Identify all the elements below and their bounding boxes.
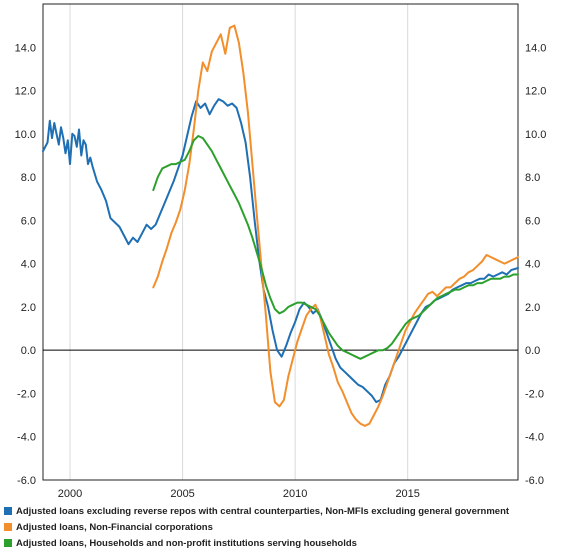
- y-tick-label-left: -4.0: [17, 432, 36, 444]
- y-axis-left: 14.0 12.0 10.0 8.0 6.0 4.0 2.0 0.0 -2.0 -4.0 -6.0: [15, 42, 36, 487]
- y-tick-label-right: -2.0: [525, 388, 544, 400]
- y-tick-label-left: 6.0: [21, 215, 36, 227]
- x-axis: 2000 2005 2010 2015: [58, 488, 420, 500]
- y-tick-label-left: 2.0: [21, 302, 36, 314]
- y-tick-label-right: 14.0: [525, 42, 546, 54]
- y-tick-label-right: 0.0: [525, 345, 540, 357]
- legend-item-non-financial-corporations[interactable]: Adjusted loans, Non-Financial corporatio…: [4, 519, 564, 535]
- y-tick-label-right: 8.0: [525, 172, 540, 184]
- x-tick-label: 2015: [395, 488, 419, 500]
- y-tick-label-left: 4.0: [21, 259, 36, 271]
- gridlines: [69, 4, 409, 480]
- y-tick-label-right: 12.0: [525, 86, 546, 98]
- line-chart: 14.012.010.08.06.04.02.00.0-2.0-4.0-6.0 …: [15, 3, 546, 500]
- y-tick-label-left: 12.0: [15, 86, 36, 98]
- x-tick-label: 2000: [58, 488, 82, 500]
- y-axis-right: 14.0 12.0 10.0 8.0 6.0 4.0 2.0 0.0 -2.0 -4.0 -6.0: [525, 42, 546, 487]
- y-tick-label-right: 2.0: [525, 302, 540, 314]
- y-tick-label-right: -4.0: [525, 432, 544, 444]
- legend-label: Adjusted loans excluding reverse repos w…: [16, 505, 510, 517]
- series-line-non-financial-corporations: [152, 24, 519, 427]
- y-tick-label-right: 10.0: [525, 129, 546, 141]
- series-line-total-loans: [42, 98, 519, 404]
- y-tick-label-left: 8.0: [21, 172, 36, 184]
- x-tick-label: 2005: [170, 488, 194, 500]
- series-line-households: [152, 135, 519, 360]
- legend-swatch: [4, 523, 12, 531]
- y-tick-label-right: 4.0: [525, 259, 540, 271]
- x-tick-label: 2010: [283, 488, 307, 500]
- y-tick-label-right: -6.0: [525, 475, 544, 487]
- legend-label: Adjusted loans, Non-Financial corporatio…: [16, 521, 213, 533]
- legend-swatch: [4, 507, 12, 515]
- legend-item-total-loans[interactable]: Adjusted loans excluding reverse repos w…: [4, 503, 564, 519]
- legend-label: Adjusted loans, Households and non-profi…: [16, 537, 357, 549]
- y-tick-label-left: 0.0: [21, 345, 36, 357]
- y-tick-label-left: -6.0: [17, 475, 36, 487]
- legend-swatch: [4, 539, 12, 547]
- plot-frame: [42, 3, 519, 481]
- y-tick-label-left: 14.0: [15, 42, 36, 54]
- series-lines: [42, 24, 519, 427]
- y-tick-label-left: 10.0: [15, 129, 36, 141]
- legend: Adjusted loans excluding reverse repos w…: [4, 503, 564, 551]
- y-tick-label-left: -2.0: [17, 388, 36, 400]
- y-tick-label-right: 6.0: [525, 215, 540, 227]
- legend-item-households[interactable]: Adjusted loans, Households and non-profi…: [4, 535, 564, 551]
